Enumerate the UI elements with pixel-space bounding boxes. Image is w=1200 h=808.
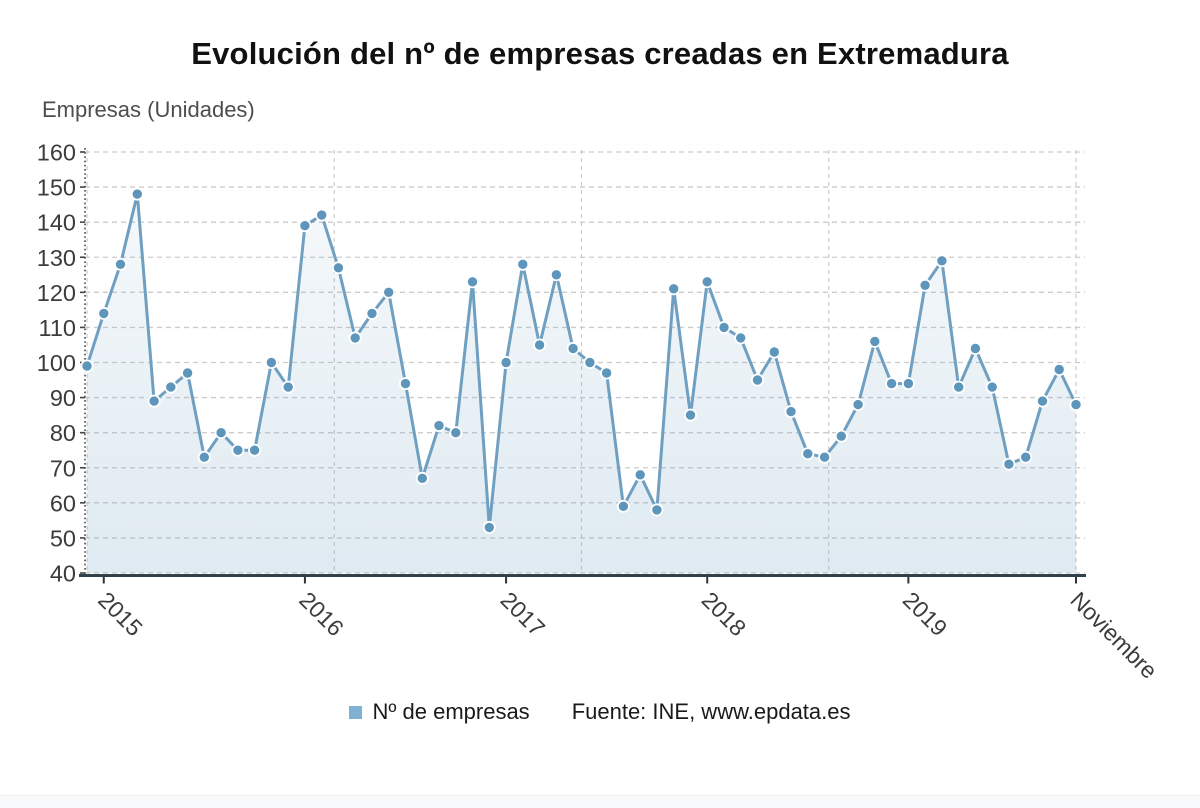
data-point xyxy=(533,338,547,352)
data-point xyxy=(700,275,714,289)
x-tick-label: 2018 xyxy=(697,587,752,642)
y-tick-label: 140 xyxy=(37,210,76,236)
data-point xyxy=(348,331,362,345)
data-point xyxy=(181,366,195,380)
data-point xyxy=(952,380,966,394)
data-point xyxy=(214,426,228,440)
data-point xyxy=(616,499,630,513)
data-point xyxy=(901,377,915,391)
data-point xyxy=(600,366,614,380)
data-point xyxy=(667,282,681,296)
data-point xyxy=(717,320,731,334)
data-point xyxy=(918,278,932,292)
data-point xyxy=(751,373,765,387)
y-tick-label: 150 xyxy=(37,175,76,201)
data-point xyxy=(298,219,312,233)
x-tick-label: 2017 xyxy=(496,587,551,642)
data-point xyxy=(315,208,329,222)
y-tick-label: 120 xyxy=(37,280,76,306)
data-point xyxy=(1019,450,1033,464)
data-point xyxy=(985,380,999,394)
y-tick-labels: 40 50 60 70 80 90 100 110 120 130 140 150 160 xyxy=(37,140,76,587)
data-point xyxy=(801,447,815,461)
data-point xyxy=(633,468,647,482)
legend: Nº de empresas Fuente: INE, www.epdata.e… xyxy=(0,699,1200,725)
data-point xyxy=(968,341,982,355)
data-point xyxy=(130,187,144,201)
data-point xyxy=(365,306,379,320)
data-point xyxy=(516,257,530,271)
data-point xyxy=(818,450,832,464)
data-point xyxy=(834,429,848,443)
data-point xyxy=(415,471,429,485)
y-tick-label: 110 xyxy=(39,315,76,341)
data-point xyxy=(935,254,949,268)
data-point xyxy=(767,345,781,359)
y-tick-marks xyxy=(80,151,85,574)
data-point xyxy=(465,275,479,289)
data-point xyxy=(1002,457,1016,471)
data-points xyxy=(80,187,1083,534)
y-tick-label: 50 xyxy=(50,525,76,551)
y-tick-label: 40 xyxy=(50,561,76,587)
data-point xyxy=(583,355,597,369)
data-point xyxy=(549,268,563,282)
data-point xyxy=(499,355,513,369)
y-tick-label: 60 xyxy=(50,490,76,516)
x-tick-label: 2019 xyxy=(898,587,953,642)
data-point xyxy=(1052,362,1066,376)
data-point xyxy=(566,341,580,355)
data-point xyxy=(382,285,396,299)
y-tick-label: 130 xyxy=(37,245,76,271)
data-point xyxy=(851,398,865,412)
data-point xyxy=(114,257,128,271)
data-point xyxy=(264,355,278,369)
legend-swatch-icon xyxy=(349,705,363,719)
data-point xyxy=(197,450,211,464)
data-point xyxy=(164,380,178,394)
data-point xyxy=(432,419,446,433)
bottom-strip xyxy=(0,795,1200,808)
data-point xyxy=(248,443,262,457)
data-point xyxy=(1069,398,1083,412)
data-point xyxy=(868,334,882,348)
x-tick-labels: 2015 2016 2017 2018 2019 Noviembre xyxy=(93,587,1162,684)
data-point xyxy=(449,426,463,440)
x-tick-label: 2016 xyxy=(294,587,349,642)
data-point xyxy=(482,520,496,534)
y-tick-label: 160 xyxy=(37,140,76,166)
x-tick-label: 2015 xyxy=(93,587,148,642)
data-point xyxy=(734,331,748,345)
y-tick-label: 90 xyxy=(50,385,76,411)
data-point xyxy=(331,261,345,275)
y-axis-title: Empresas (Unidades) xyxy=(42,97,255,122)
data-point xyxy=(231,443,245,457)
data-point xyxy=(650,503,664,517)
data-point xyxy=(97,306,111,320)
x-tick-marks xyxy=(102,577,1077,584)
legend-series-label: Nº de empresas xyxy=(372,699,530,724)
data-point xyxy=(684,408,698,422)
x-tick-label: Noviembre xyxy=(1065,587,1162,684)
data-point xyxy=(885,377,899,391)
y-tick-label: 80 xyxy=(50,420,76,446)
area-fill xyxy=(87,194,1076,573)
y-tick-label: 100 xyxy=(37,350,76,376)
source-item: Fuente: INE, www.epdata.es xyxy=(572,699,851,725)
legend-item-empresas: Nº de empresas xyxy=(349,699,530,725)
chart-title: Evolución del nº de empresas creadas en … xyxy=(191,36,1009,71)
data-point xyxy=(1036,394,1050,408)
data-point xyxy=(147,394,161,408)
data-point xyxy=(398,377,412,391)
data-point xyxy=(281,380,295,394)
data-point xyxy=(80,359,94,373)
source-label: Fuente: INE, www.epdata.es xyxy=(571,699,851,724)
y-tick-label: 70 xyxy=(50,455,76,481)
data-point xyxy=(784,405,798,419)
